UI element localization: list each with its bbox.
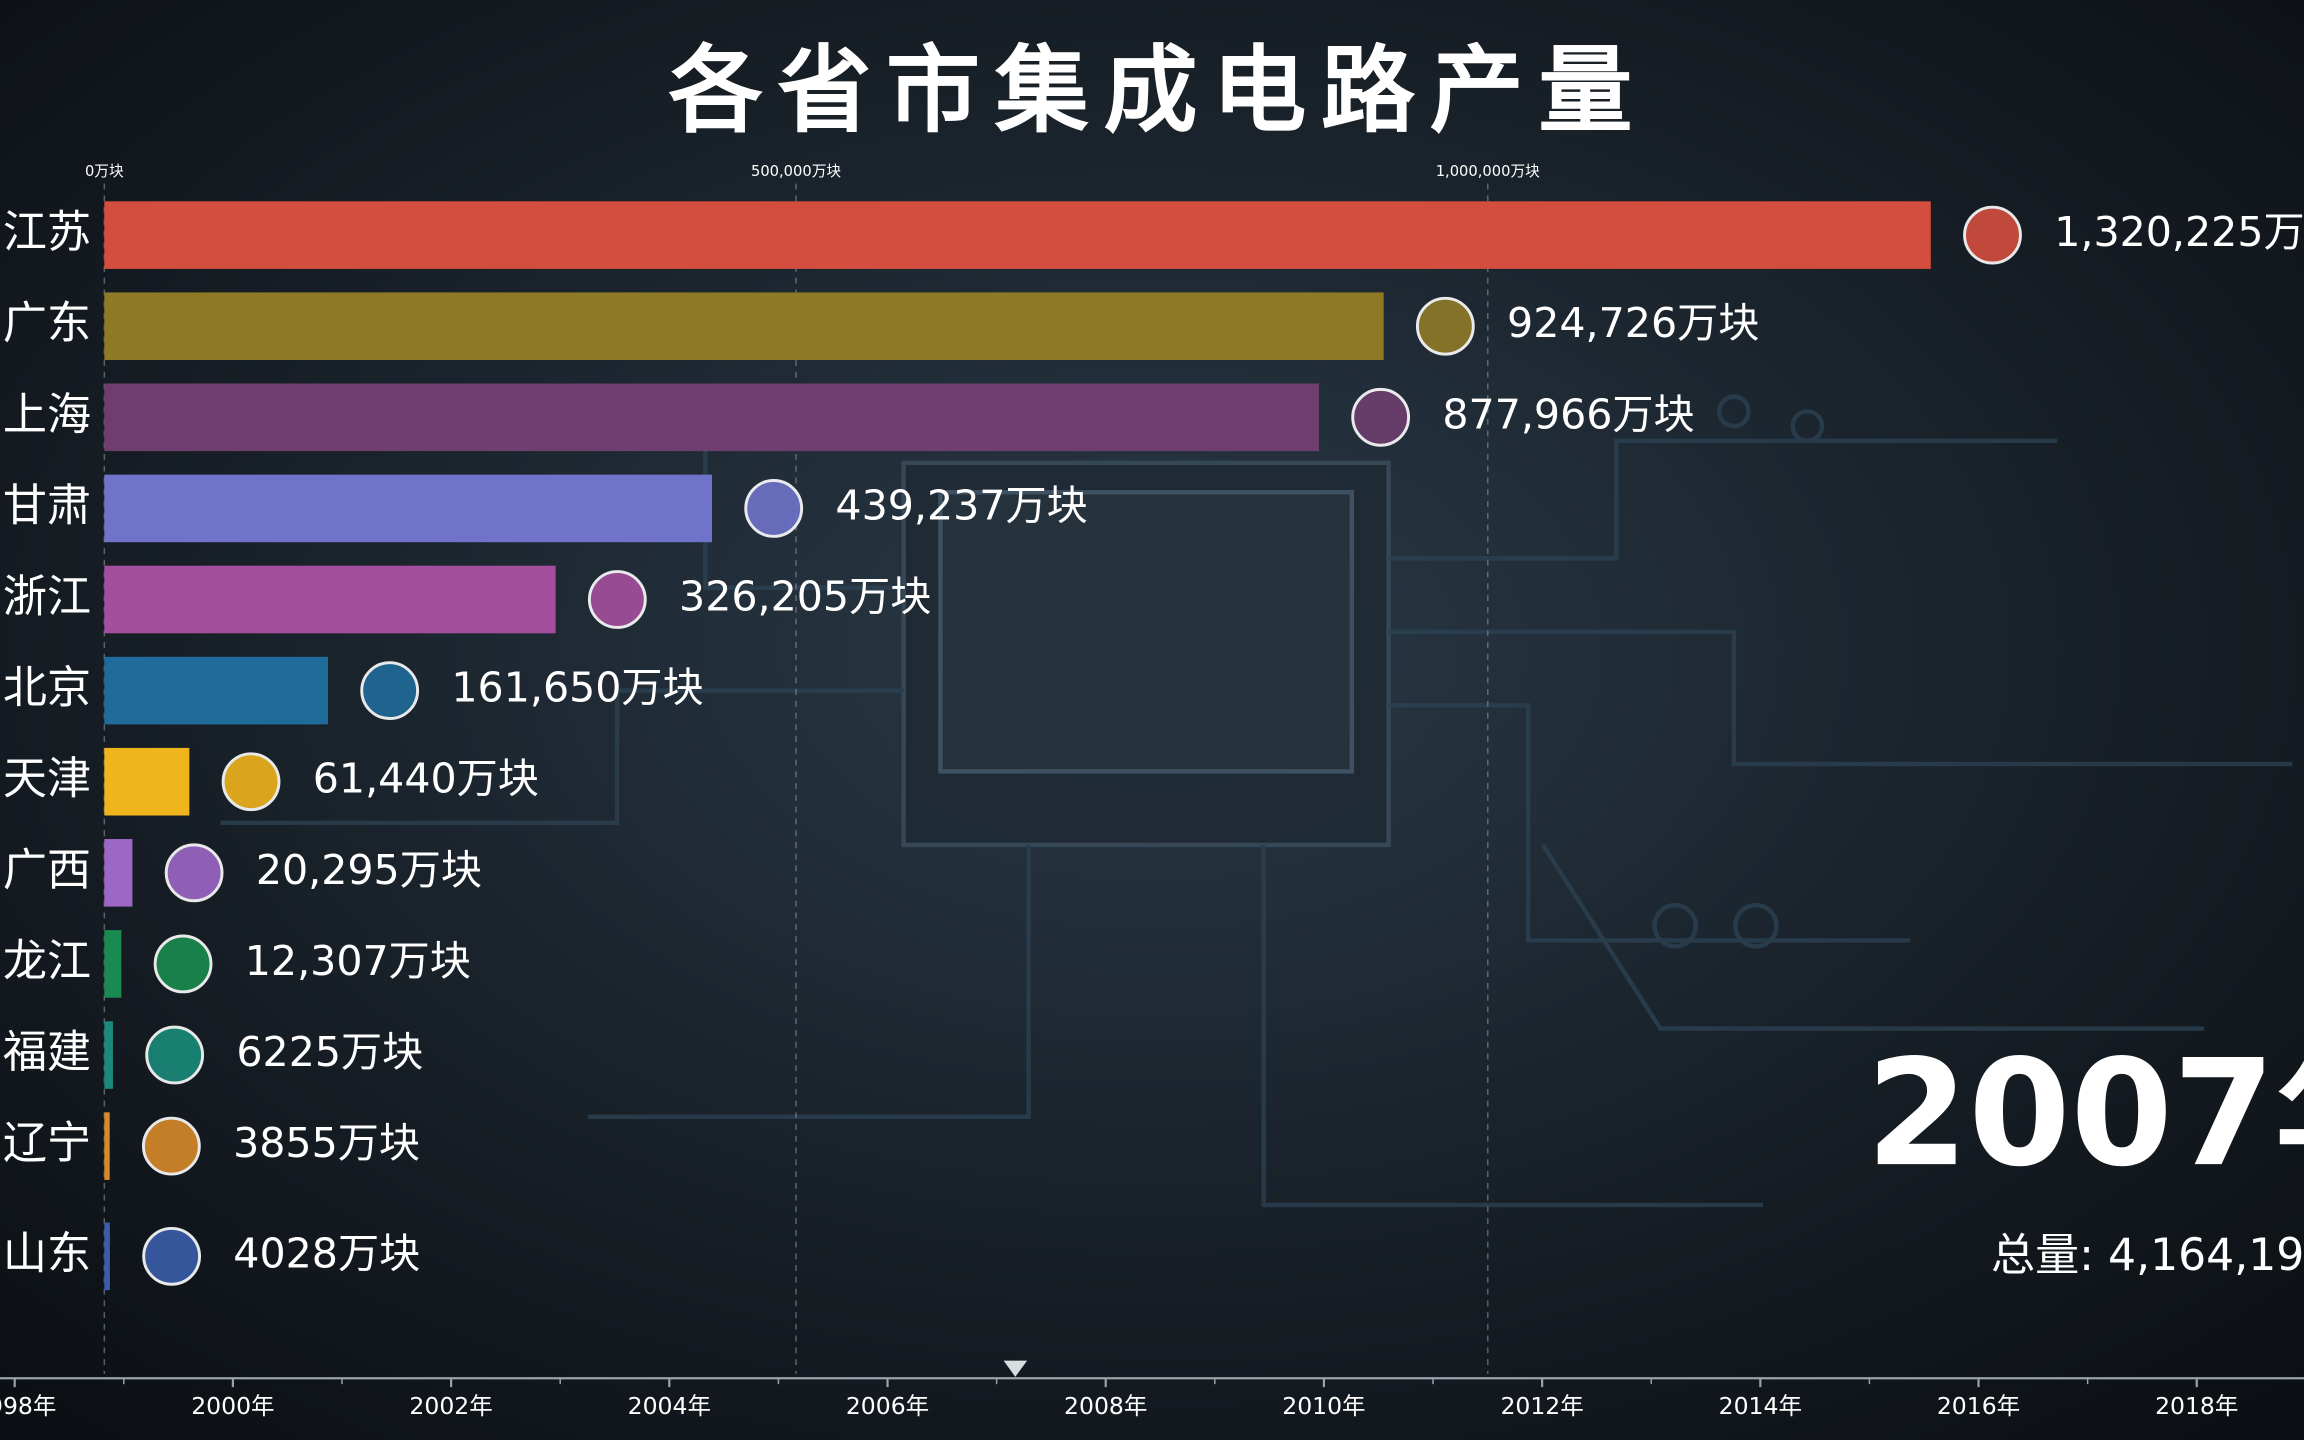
x-tick-label: 1,000,000万块 [1436,163,1540,180]
value-label: 3855万块 [233,1119,420,1167]
logo-icon [1351,387,1411,447]
timeline-label[interactable]: 2008年 [1064,1392,1147,1420]
category-label: 甘肃 [3,480,91,531]
logo-icon [221,752,281,812]
value-label: 924,726万块 [1507,299,1759,347]
value-label: 6225万块 [236,1028,423,1076]
bar [104,474,712,543]
timeline-label[interactable]: 2004年 [628,1392,711,1420]
timeline-label[interactable]: 2012年 [1500,1392,1583,1420]
category-label: 浙江 [3,572,91,623]
logo-icon [142,1226,202,1286]
bar [104,747,190,816]
timeline: 1998年 2000年 2002年 2004年 2006年 2008年 2010年 2012年… [0,1360,2304,1420]
logo-icon [141,1116,201,1176]
logo-icon [587,570,647,629]
x-tick-label: 500,000万块 [751,163,841,180]
circuit-decoration [220,394,2293,1208]
bar [104,930,122,998]
value-label: 161,650万块 [451,664,703,712]
bar [104,292,1384,360]
timeline-label[interactable]: 2010年 [1282,1392,1365,1420]
value-label: 1,320,225万块 [2054,208,2304,256]
category-label: 山东 [3,1228,91,1279]
value-label: 20,295万块 [256,846,482,894]
bar [104,1222,110,1291]
timeline-cursor[interactable] [1003,1360,1028,1377]
category-label: 龙江 [3,936,91,987]
category-label: 广西 [3,845,91,896]
value-label: 61,440万块 [313,755,539,803]
category-label: 江苏 [3,207,91,258]
logo-icon [744,479,804,538]
bar [104,656,328,725]
timeline-label[interactable]: 2006年 [846,1392,929,1420]
logo-icon [153,934,213,994]
category-label: 上海 [3,389,91,440]
value-label: 877,966万块 [1442,390,1694,438]
timeline-label[interactable]: 2000年 [191,1392,274,1420]
category-label: 辽宁 [3,1118,91,1169]
bar [104,1112,110,1180]
category-label: 福建 [3,1027,91,1078]
value-label: 12,307万块 [245,937,471,985]
logo-icon [145,1025,205,1085]
timeline-label[interactable]: 2002年 [409,1392,492,1420]
year-label: 2007年 [1866,1028,2304,1199]
bar [104,565,556,634]
logo-icon [1415,296,1475,356]
bar [104,1021,113,1089]
timeline-label[interactable]: 2018年 [2155,1392,2238,1420]
timeline-label[interactable]: 2014年 [1719,1392,1802,1420]
value-label: 439,237万块 [835,481,1087,529]
category-label: 天津 [3,754,91,805]
bar [104,201,1931,269]
x-tick-label: 0万块 [85,163,124,180]
timeline-label[interactable]: 1998年 [0,1392,56,1420]
logo-icon [164,843,224,903]
value-label: 326,205万块 [679,573,931,621]
bar [104,383,1319,452]
category-label: 北京 [3,663,91,714]
logo-icon [1963,205,2022,265]
chart-title: 各省市集成电路产量 [669,37,1648,146]
total-label: 总量: 4,164,191 [1991,1230,2304,1281]
value-label: 4028万块 [233,1229,420,1277]
bar [104,839,133,907]
category-label: 广东 [3,298,91,349]
timeline-label[interactable]: 2016年 [1937,1392,2020,1420]
logo-icon [360,661,420,721]
